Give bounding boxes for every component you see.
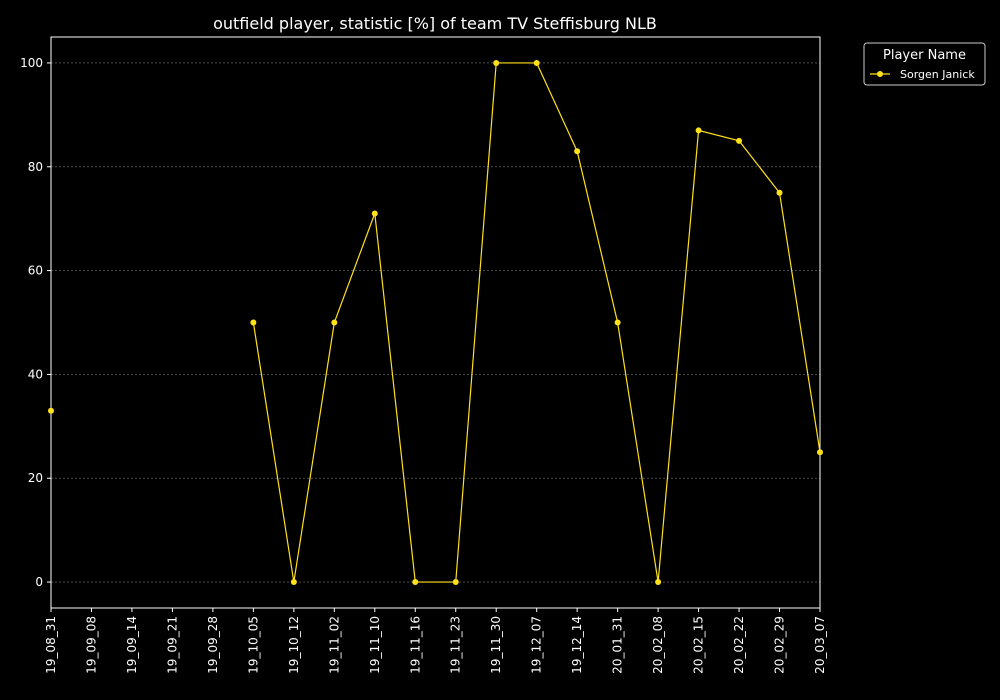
data-point <box>412 579 419 586</box>
data-point <box>736 137 743 144</box>
x-tick-label: 20_02_29 <box>773 616 787 674</box>
x-tick-label: 20_02_15 <box>692 616 706 674</box>
data-point <box>533 59 540 66</box>
grid-lines <box>51 62 820 583</box>
x-tick-label: 19_08_31 <box>44 616 58 674</box>
legend-box <box>863 42 986 86</box>
x-tick-label: 19_09_28 <box>206 616 220 674</box>
series-layer <box>48 59 823 586</box>
y-tick-label: 40 <box>28 367 43 381</box>
x-tick-label: 19_11_30 <box>489 616 503 674</box>
legend-title: Player Name <box>883 48 966 63</box>
data-point <box>48 407 54 414</box>
data-point <box>493 59 500 66</box>
legend: Player Name Sorgen Janick <box>863 42 986 86</box>
data-point <box>290 579 297 586</box>
data-point <box>331 319 338 326</box>
x-tick-label: 19_10_05 <box>246 616 260 674</box>
data-point <box>776 189 783 196</box>
data-point <box>817 449 823 456</box>
y-tick-label: 80 <box>28 160 43 174</box>
data-point <box>614 319 621 326</box>
series-line <box>252 62 821 583</box>
data-point <box>452 579 459 586</box>
x-tick-label: 19_09_14 <box>125 616 139 674</box>
data-point <box>250 319 257 326</box>
plot-frame <box>50 36 821 609</box>
data-point <box>371 210 378 217</box>
y-tick-label: 0 <box>35 575 43 589</box>
data-point <box>655 579 662 586</box>
y-tick-label: 20 <box>28 471 43 485</box>
x-tick-label: 20_03_07 <box>813 616 827 674</box>
x-tick-label: 19_12_07 <box>530 616 544 674</box>
x-tick-label: 20_02_08 <box>651 616 665 674</box>
chart-title: outfield player, statistic [%] of team T… <box>213 14 657 33</box>
x-tick-label: 19_11_02 <box>327 616 341 674</box>
x-tick-label: 19_09_21 <box>165 616 179 674</box>
data-point <box>574 148 581 155</box>
x-tick-label: 19_11_10 <box>368 616 382 674</box>
x-tick-label: 19_11_16 <box>408 616 422 674</box>
axes: 0 20 40 60 80 100 19_08_31 19_09_08 19_09_14 19_0… <box>20 36 827 674</box>
x-tick-label: 19_10_12 <box>287 616 301 674</box>
legend-swatch-marker <box>877 71 883 77</box>
data-point <box>695 127 702 134</box>
legend-label: Sorgen Janick <box>900 68 975 81</box>
x-tick-label: 19_11_23 <box>449 616 463 674</box>
y-tick-label: 60 <box>28 264 43 278</box>
x-tick-label: 19_12_14 <box>570 616 584 674</box>
series-0 <box>48 59 823 586</box>
x-tick-label: 20_02_22 <box>732 616 746 674</box>
y-tick-label: 100 <box>20 56 43 70</box>
x-tick-label: 20_01_31 <box>611 616 625 674</box>
x-tick-label: 19_09_08 <box>84 616 98 674</box>
